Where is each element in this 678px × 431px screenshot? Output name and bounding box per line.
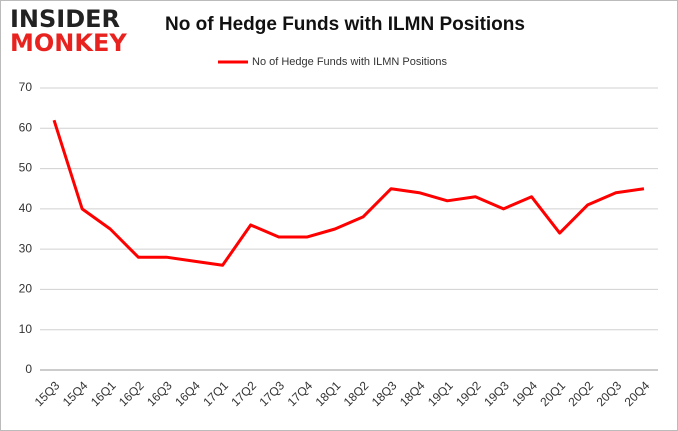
y-tick-label: 60: [19, 120, 33, 134]
logo-line1: INSIDER: [10, 5, 120, 33]
y-tick-label: 0: [25, 362, 32, 376]
y-tick-label: 30: [19, 241, 33, 255]
legend: No of Hedge Funds with ILMN Positions: [218, 56, 448, 68]
y-tick-label: 20: [19, 282, 33, 296]
series-line: [52, 119, 645, 267]
legend-label: No of Hedge Funds with ILMN Positions: [252, 56, 448, 68]
y-tick-label: 50: [19, 161, 33, 175]
y-tick-label: 70: [19, 80, 33, 94]
y-tick-label: 10: [19, 322, 33, 336]
chart-title: No of Hedge Funds with ILMN Positions: [165, 14, 525, 35]
logo-line2: MONKEY: [10, 29, 127, 57]
y-tick-label: 40: [19, 201, 33, 215]
